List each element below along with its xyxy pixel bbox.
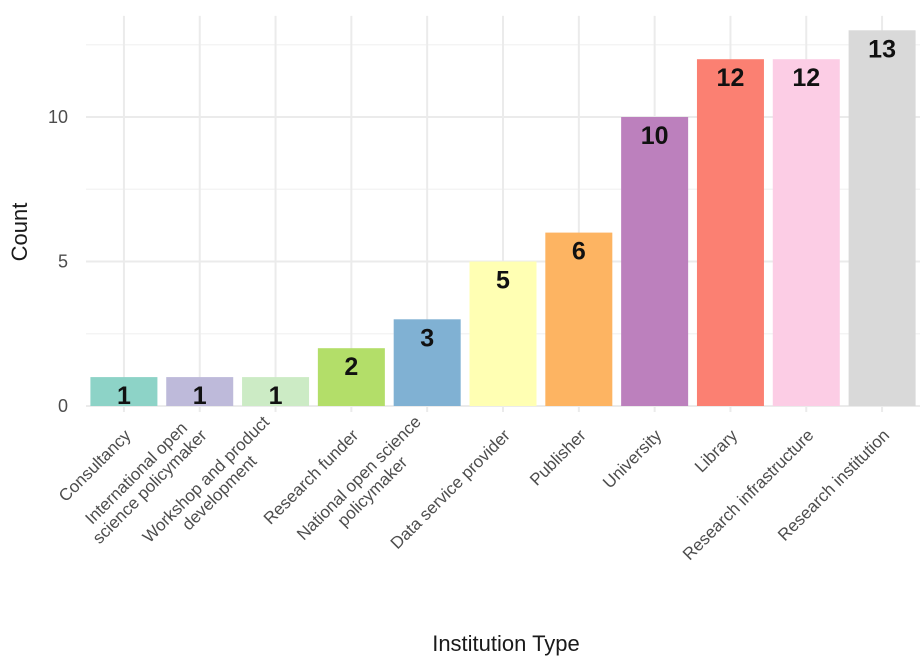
svg-text:University: University xyxy=(599,426,666,493)
bar-value-label: 12 xyxy=(717,64,745,92)
bar-value-label: 3 xyxy=(420,324,434,352)
bar-value-label: 2 xyxy=(344,353,358,381)
y-tick-label: 5 xyxy=(58,252,68,272)
y-tick-labels: 0 5 10 xyxy=(48,107,68,416)
bar-value-label: 13 xyxy=(868,35,896,63)
svg-text:Publisher: Publisher xyxy=(526,426,590,490)
svg-text:Research infrastructure: Research infrastructure xyxy=(679,426,817,564)
bar-value-label: 10 xyxy=(641,122,669,150)
x-tick-label: Data service provider xyxy=(387,426,514,553)
bar xyxy=(242,377,310,406)
bar-value-label: 1 xyxy=(269,382,283,410)
x-axis-title: Institution Type xyxy=(432,631,580,656)
bar xyxy=(545,232,613,406)
bar-layer xyxy=(90,30,916,407)
bar-value-label: 5 xyxy=(496,267,510,295)
bar-value-label: 6 xyxy=(572,238,586,266)
y-tick-label: 10 xyxy=(48,107,68,127)
bar-value-label: 1 xyxy=(193,382,207,410)
bar xyxy=(848,30,916,407)
bar-value-label: 1 xyxy=(117,382,131,410)
x-tick-label: Publisher xyxy=(526,426,590,490)
bar xyxy=(621,117,689,406)
bar xyxy=(772,59,840,406)
svg-text:Data service provider: Data service provider xyxy=(387,426,514,553)
bar xyxy=(166,377,234,406)
bar xyxy=(469,261,537,406)
bar xyxy=(696,59,764,406)
bar-value-label: 12 xyxy=(792,64,820,92)
x-tick-label: University xyxy=(599,426,666,493)
y-axis-title: Count xyxy=(7,203,32,262)
y-tick-label: 0 xyxy=(58,396,68,416)
bar xyxy=(393,319,461,406)
bar xyxy=(317,348,385,406)
x-tick-label: Research infrastructure xyxy=(679,426,817,564)
x-tick-label: Library xyxy=(691,426,742,477)
svg-text:Library: Library xyxy=(691,426,742,477)
bar xyxy=(90,377,158,406)
